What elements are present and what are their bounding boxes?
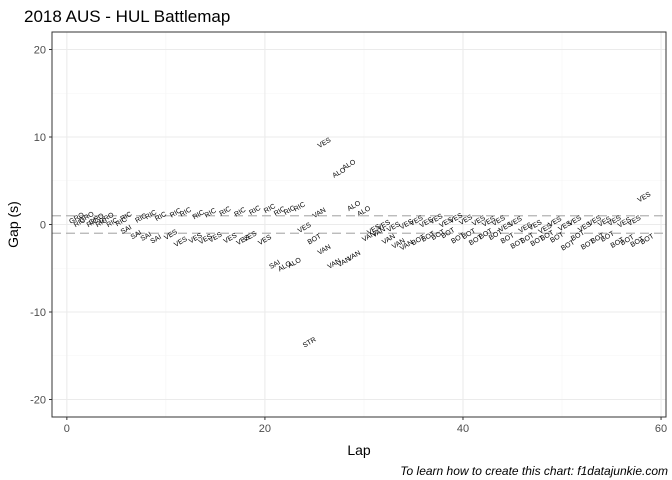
- y-tick-label: -20: [30, 395, 46, 407]
- chart-title: 2018 AUS - HUL Battlemap: [24, 7, 230, 26]
- point-label-str: STR: [302, 336, 318, 349]
- reference-lines: [52, 215, 666, 234]
- y-tick-label: -10: [30, 307, 46, 319]
- x-tick-label: 40: [457, 423, 469, 435]
- y-tick-label: 20: [34, 45, 46, 57]
- point-label-sai: SAI: [120, 224, 133, 236]
- point-label-ric: RIC: [248, 205, 262, 217]
- y-tick-label: 0: [40, 220, 46, 232]
- point-label-ves: VES: [173, 236, 189, 249]
- point-label-bot: BOT: [639, 233, 656, 247]
- x-axis-title: Lap: [347, 442, 371, 458]
- y-axis-title: Gap (s): [5, 201, 21, 248]
- point-label-ric: RIC: [179, 207, 193, 219]
- point-label-ric: RIC: [293, 201, 307, 213]
- point-label-ves: VES: [637, 191, 653, 204]
- grid-lines: [52, 32, 666, 417]
- point-label-sai: SAI: [140, 231, 153, 243]
- x-tick-label: 60: [655, 423, 667, 435]
- point-label-ves: VES: [242, 230, 258, 243]
- axis-ticks: 0 20 40 60 -20 -10 0 10 20: [30, 45, 667, 436]
- point-label-sai: SAI: [150, 234, 163, 246]
- point-label-ves: VES: [627, 215, 643, 228]
- point-label-van: VAN: [312, 207, 328, 220]
- point-label-alo: ALO: [287, 256, 303, 269]
- point-label-bot: BOT: [307, 233, 324, 247]
- point-label-van: VAN: [346, 250, 362, 263]
- y-tick-label: 10: [34, 132, 46, 144]
- point-label-ric: RIC: [204, 207, 218, 219]
- point-label-ric: RIC: [233, 207, 247, 219]
- point-labels: GRORICGRORICGRORICGRORICRICRICSAIRICSAIR…: [68, 137, 656, 350]
- x-tick-label: 0: [64, 423, 70, 435]
- point-label-sai: SAI: [130, 229, 143, 241]
- point-label-alo: ALO: [341, 158, 357, 171]
- point-label-sai: SAI: [268, 259, 281, 271]
- point-label-ves: VES: [317, 137, 333, 150]
- x-tick-label: 20: [259, 423, 271, 435]
- point-label-van: VAN: [317, 244, 333, 257]
- chart-caption: To learn how to create this chart: f1dat…: [400, 464, 668, 478]
